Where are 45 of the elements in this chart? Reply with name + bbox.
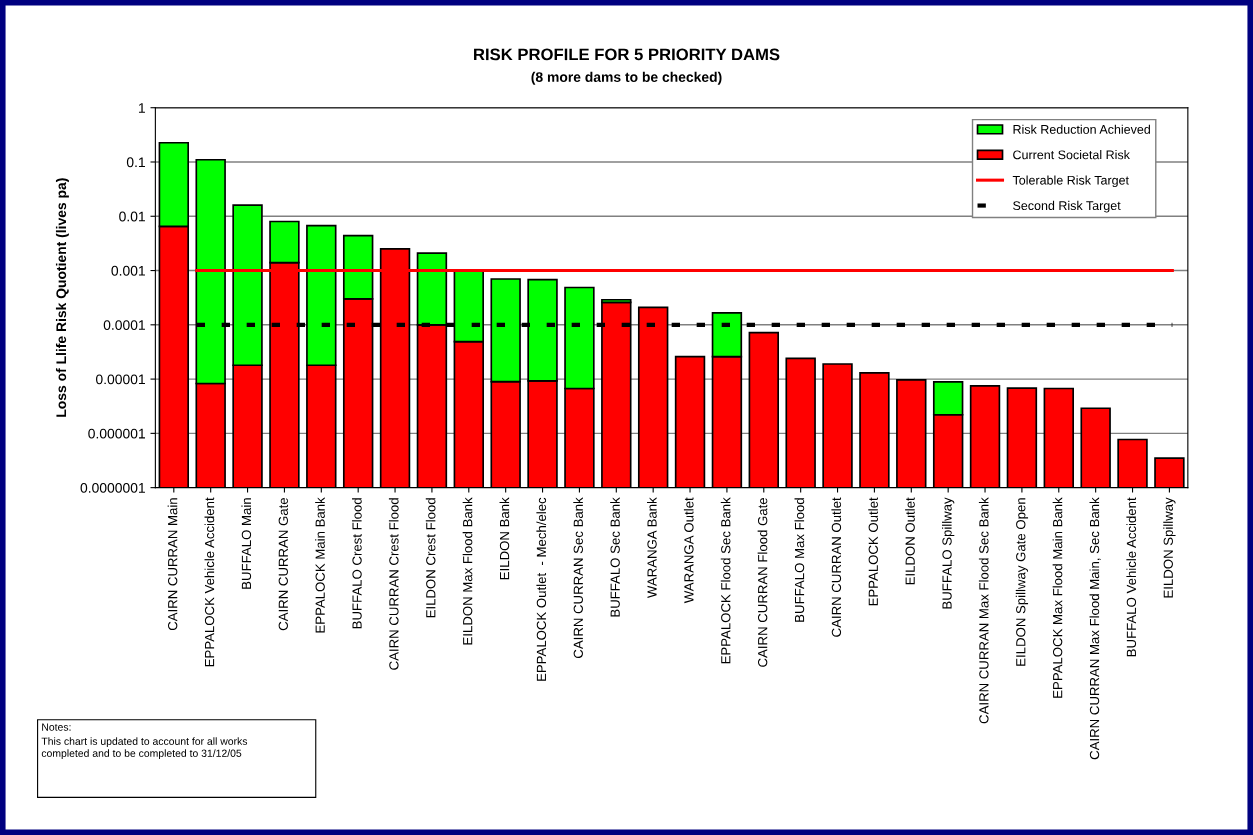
x-tick-label: CAIRN CURRAN Main (167, 498, 178, 631)
x-tick-label: EILDON Spillway Gate Open (1015, 498, 1029, 666)
x-tick-label: EILDON Bank (499, 497, 510, 580)
x-tick-label: CAIRN CURRAN Flood Gate (757, 497, 768, 667)
y-tick-label: 0.01 (119, 211, 145, 222)
x-tick-label: EPPALOCK Vehicle Accident (204, 497, 215, 667)
x-tick-label: BUFFALO Max Flood (794, 498, 805, 622)
x-tick-label: BUFFALO Spillway (942, 497, 955, 609)
x-tick-label: EILDON Crest Flood (425, 498, 436, 618)
x-tick-label: CAIRN CURRAN Outlet (831, 497, 842, 637)
x-tick-label: EPPALOCK Max Flood Main Bank (1052, 497, 1063, 698)
x-tick-label: CAIRN CURRAN Crest Flood (388, 498, 399, 670)
x-tick-label: EPPALOCK Outlet (868, 497, 878, 606)
legend-label: Tolerable Risk Target (1012, 175, 1129, 188)
chart-title: RISK PROFILE FOR 5 PRIORITY DAMS (474, 48, 780, 61)
x-tick-label: BUFFALO Sec Bank (610, 497, 620, 617)
legend-label: Second Risk Target (1013, 200, 1121, 213)
y-tick-label: 0.001 (111, 265, 145, 276)
y-tick-label: 0.00001 (95, 374, 145, 385)
y-tick-label: 0.000001 (88, 428, 145, 439)
text: Notes: (42, 723, 71, 731)
legend-label: Current Societal Risk (1013, 150, 1130, 160)
x-tick-label: BUFFALO Crest Flood (352, 498, 362, 629)
x-tick-label: CAIRN CURRAN Max Flood Main, Sec Bank (1089, 497, 1101, 760)
x-tick-label: CAIRN CURRAN Gate (278, 497, 288, 631)
x-tick-label: EPPALOCK Main Bank (315, 497, 325, 633)
text: This chart is updated to account for all works completed and to be completed to 31/12/05 (41, 737, 248, 759)
y-axis-title: Loss of Llife Risk Quotient (lives pa) (55, 178, 69, 417)
x-tick-label: CAIRN CURRAN Sec Bank (573, 497, 583, 658)
x-tick-label: EPPALOCK Outlet - Mech/elec (536, 497, 547, 681)
x-tick-label: CAIRN CURRAN Max Flood Sec Bank (978, 497, 989, 724)
x-tick-label: WARANGA Bank (647, 497, 657, 598)
y-tick-label: 0.0000001 (80, 482, 145, 493)
x-tick-label: WARANGA Outlet (683, 497, 694, 604)
x-tick-label: BUFFALO Main (241, 498, 252, 589)
y-tick-label: 0.0001 (103, 320, 145, 330)
x-tick-label: BUFFALO Vehicle Accident (1126, 497, 1137, 657)
y-tick-label: 1 (138, 103, 145, 113)
x-tick-label: EILDON Max Flood Bank (462, 497, 473, 645)
y-tick-label: 0.1 (126, 157, 145, 168)
x-tick-label: EILDON Spillway (1163, 497, 1176, 598)
legend-label: Risk Reduction Achieved (1013, 124, 1150, 134)
chart-subtitle: (8 more dams to be checked) (531, 71, 722, 85)
x-tick-label: EILDON Outlet (905, 497, 915, 585)
x-tick-label: EPPALOCK Flood Sec Bank (720, 497, 731, 664)
